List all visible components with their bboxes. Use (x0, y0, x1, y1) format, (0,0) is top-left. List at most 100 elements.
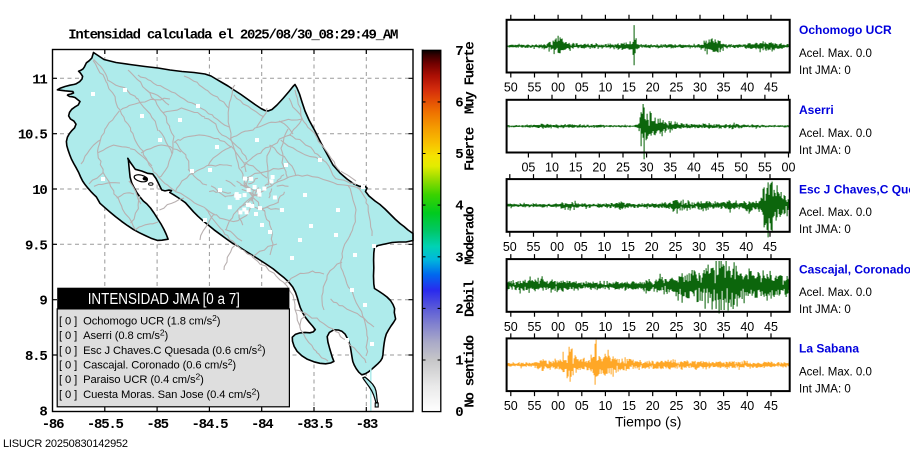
svg-text:-85.5: -85.5 (87, 417, 124, 433)
svg-text:Int JMA: 0: Int JMA: 0 (799, 224, 851, 236)
svg-text:-84: -84 (251, 417, 273, 433)
svg-text:-83: -83 (356, 417, 378, 433)
svg-text:20: 20 (646, 399, 660, 413)
svg-text:10.5: 10.5 (18, 128, 47, 144)
svg-text:45: 45 (764, 320, 778, 334)
svg-text:30: 30 (693, 320, 707, 334)
svg-text:30: 30 (692, 240, 706, 254)
svg-text:[ 0 ] Ochomogo UCR (1.8 cm/s2: [ 0 ] Ochomogo UCR (1.8 cm/s2) (59, 313, 221, 328)
svg-text:Moderado: Moderado (463, 207, 479, 265)
svg-text:Debil: Debil (463, 280, 479, 317)
svg-text:45: 45 (763, 240, 777, 254)
svg-text:5: 5 (455, 147, 463, 163)
svg-text:45: 45 (711, 161, 725, 175)
svg-text:10: 10 (598, 81, 612, 95)
svg-text:25: 25 (669, 81, 683, 95)
svg-text:4: 4 (455, 199, 463, 215)
svg-text:Intensidad calculada el 2025/0: Intensidad calculada el 2025/08/30_08:29… (68, 28, 398, 44)
svg-text:05: 05 (575, 81, 589, 95)
svg-text:35: 35 (716, 240, 730, 254)
svg-text:15: 15 (621, 240, 635, 254)
svg-text:-85: -85 (146, 417, 168, 433)
svg-text:30: 30 (693, 399, 707, 413)
svg-text:Acel. Max. 0.0: Acel. Max. 0.0 (799, 48, 872, 60)
svg-text:LISUCR 20250830142952: LISUCR 20250830142952 (3, 438, 128, 450)
svg-text:50: 50 (734, 161, 748, 175)
svg-text:2: 2 (455, 302, 463, 318)
svg-text:00: 00 (551, 399, 565, 413)
svg-text:INTENSIDAD JMA [0 a 7]: INTENSIDAD JMA [0 a 7] (88, 291, 240, 308)
svg-text:6: 6 (455, 95, 463, 111)
svg-text:35: 35 (717, 399, 731, 413)
svg-text:[ 0 ] Paraiso UCR (0.4 cm/s2): [ 0 ] Paraiso UCR (0.4 cm/s2) (59, 372, 204, 387)
svg-text:9.5: 9.5 (25, 238, 47, 254)
svg-text:15: 15 (622, 320, 636, 334)
svg-text:15: 15 (622, 399, 636, 413)
svg-text:00: 00 (551, 320, 565, 334)
svg-text:-84.5: -84.5 (192, 417, 229, 433)
svg-text:15: 15 (622, 81, 636, 95)
svg-text:No sentido: No sentido (463, 335, 479, 407)
svg-text:00: 00 (550, 240, 564, 254)
svg-text:50: 50 (503, 240, 517, 254)
svg-text:20: 20 (646, 81, 660, 95)
svg-text:11: 11 (32, 72, 47, 88)
svg-text:40: 40 (687, 161, 701, 175)
svg-text:10: 10 (32, 183, 47, 199)
svg-text:50: 50 (504, 320, 518, 334)
svg-text:05: 05 (521, 161, 535, 175)
svg-text:1: 1 (455, 354, 463, 370)
svg-text:[ 0 ] Esc J Chaves.C Quesada: [ 0 ] Esc J Chaves.C Quesada (0.6 cm/s2) (59, 342, 266, 357)
svg-text:0: 0 (455, 405, 463, 421)
svg-text:20: 20 (645, 240, 659, 254)
svg-text:05: 05 (574, 240, 588, 254)
svg-text:35: 35 (717, 81, 731, 95)
svg-text:10: 10 (597, 240, 611, 254)
svg-text:8.5: 8.5 (25, 349, 47, 365)
svg-text:Int JMA: 0: Int JMA: 0 (799, 383, 851, 395)
svg-text:55: 55 (527, 240, 541, 254)
svg-text:25: 25 (669, 399, 683, 413)
svg-text:Muy Fuerte: Muy Fuerte (463, 42, 479, 114)
svg-text:[ 0 ] Cuesta Moras. San Jose: [ 0 ] Cuesta Moras. San Jose (0.4 cm/s2) (59, 386, 260, 401)
svg-text:-86: -86 (42, 417, 64, 433)
svg-text:40: 40 (740, 81, 754, 95)
svg-text:Esc J Chaves,C Quesada: Esc J Chaves,C Quesada (799, 182, 910, 196)
svg-text:Int JMA: 0: Int JMA: 0 (799, 145, 851, 157)
svg-text:25: 25 (668, 240, 682, 254)
svg-text:50: 50 (504, 81, 518, 95)
svg-text:35: 35 (663, 161, 677, 175)
svg-text:3: 3 (455, 250, 463, 266)
svg-text:10: 10 (598, 320, 612, 334)
svg-text:La Sabana: La Sabana (799, 342, 859, 356)
svg-text:10: 10 (598, 399, 612, 413)
svg-text:25: 25 (616, 161, 630, 175)
svg-text:05: 05 (575, 399, 589, 413)
svg-text:55: 55 (758, 161, 772, 175)
svg-text:Acel. Max. 0.0: Acel. Max. 0.0 (799, 207, 872, 219)
svg-text:Fuerte: Fuerte (463, 127, 479, 171)
svg-text:-83.5: -83.5 (296, 417, 333, 433)
svg-text:30: 30 (640, 161, 654, 175)
svg-text:55: 55 (528, 320, 542, 334)
svg-text:15: 15 (569, 161, 583, 175)
svg-text:7: 7 (455, 44, 463, 60)
svg-text:20: 20 (592, 161, 606, 175)
svg-text:55: 55 (528, 81, 542, 95)
svg-text:40: 40 (740, 399, 754, 413)
svg-text:10: 10 (545, 161, 559, 175)
svg-text:25: 25 (669, 320, 683, 334)
svg-text:45: 45 (764, 81, 778, 95)
svg-text:Ochomogo UCR: Ochomogo UCR (799, 23, 892, 37)
svg-text:45: 45 (764, 399, 778, 413)
svg-text:Int JMA: 0: Int JMA: 0 (799, 65, 851, 77)
svg-text:30: 30 (693, 81, 707, 95)
svg-text:Cascajal, Coronado: Cascajal, Coronado (799, 262, 910, 276)
svg-text:[ 0 ] Cascajal. Coronado (0.6: [ 0 ] Cascajal. Coronado (0.6 cm/s2) (59, 357, 236, 372)
svg-text:40: 40 (740, 320, 754, 334)
svg-text:00: 00 (782, 161, 796, 175)
svg-text:40: 40 (739, 240, 753, 254)
svg-text:Acel. Max. 0.0: Acel. Max. 0.0 (799, 287, 872, 299)
svg-text:Acel. Max. 0.0: Acel. Max. 0.0 (799, 128, 872, 140)
svg-text:Tiempo (s): Tiempo (s) (615, 414, 681, 430)
